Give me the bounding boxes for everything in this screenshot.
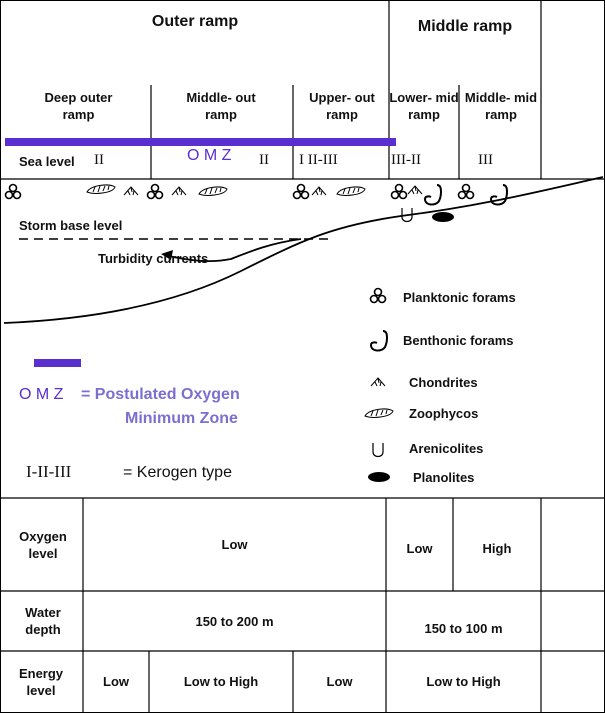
cell: Low to High — [183, 674, 259, 689]
arrow-head — [161, 250, 173, 260]
omz-abbr: O M Z — [19, 386, 64, 403]
row-label: Water depth — [25, 605, 61, 637]
omz-legend-bar — [34, 359, 81, 367]
sea-level: Sea level — [19, 154, 75, 169]
legend-label: Chondrites — [409, 375, 478, 390]
kerogen-mark: III — [478, 152, 493, 168]
legend-label: Planktonic forams — [403, 290, 516, 305]
row-label: Energy level — [18, 665, 64, 698]
zone: Deep outer ramp — [44, 90, 113, 122]
cell: High — [482, 540, 512, 556]
omz-definition: = Postulated Oxygen — [81, 386, 240, 403]
zone: Middle- mid ramp — [464, 90, 538, 122]
cell: Low — [221, 537, 248, 552]
cell: 150 to 100 m — [424, 621, 503, 636]
kerogen-mark: II — [94, 152, 104, 168]
turbidity-label: Turbidity currents — [98, 251, 209, 266]
omz-mark: O M Z — [187, 147, 232, 164]
legend-label: Arenicolites — [409, 441, 484, 456]
legend-label: Zoophycos — [409, 406, 479, 421]
kerogen-text: = Kerogen type — [123, 464, 232, 481]
cell: Low — [103, 674, 129, 689]
kerogen-mark: III-II — [391, 152, 421, 168]
cell: Low to High — [426, 674, 501, 689]
zone: Upper- out ramp — [309, 90, 375, 122]
kerogen-mark: II — [259, 152, 269, 168]
omz-bar — [5, 138, 396, 146]
header: Middle ramp — [417, 18, 513, 35]
kerogen-symbol: I-II-III — [26, 462, 72, 481]
legend-label: Planolites — [413, 470, 475, 485]
zone: Lower- mid ramp — [389, 90, 459, 122]
cell: Low — [406, 540, 433, 556]
cell: 150 to 200 m — [195, 613, 274, 629]
legend-label: Benthonic forams — [403, 333, 514, 348]
kerogen-mark: I II-III — [299, 152, 338, 168]
cell: Low — [326, 674, 353, 689]
storm-base-label: Storm base level — [19, 218, 123, 233]
row-label: Oxygen level — [19, 528, 67, 561]
zone: Middle- out ramp — [186, 90, 256, 122]
header: Outer ramp — [151, 13, 239, 30]
turbidity-arrow — [168, 238, 302, 263]
legend-icons — [364, 287, 394, 482]
seafloor — [3, 176, 604, 324]
omz-definition: Minimum Zone — [125, 410, 238, 427]
